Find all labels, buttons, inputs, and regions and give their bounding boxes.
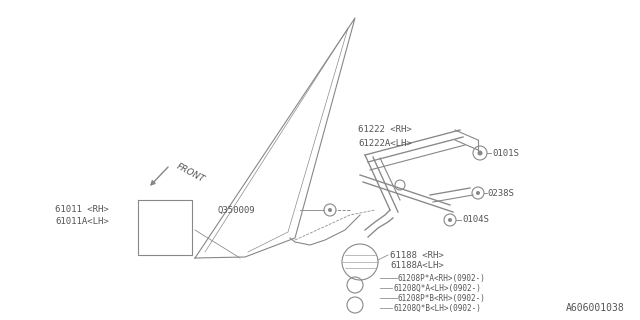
Circle shape xyxy=(328,208,332,212)
Text: 0104S: 0104S xyxy=(462,215,489,225)
Text: 61188 <RH>: 61188 <RH> xyxy=(390,251,444,260)
Text: 61208P*B<RH>(0902-): 61208P*B<RH>(0902-) xyxy=(398,293,486,302)
Text: 61188A<LH>: 61188A<LH> xyxy=(390,261,444,270)
Text: 61208Q*A<LH>(0902-): 61208Q*A<LH>(0902-) xyxy=(393,284,481,292)
Text: Q350009: Q350009 xyxy=(218,205,255,214)
Text: A606001038: A606001038 xyxy=(566,303,625,313)
Text: 61208Q*B<LH>(0902-): 61208Q*B<LH>(0902-) xyxy=(393,303,481,313)
Text: 0238S: 0238S xyxy=(487,188,514,197)
Circle shape xyxy=(477,150,483,156)
Text: 61222 <RH>: 61222 <RH> xyxy=(358,125,412,134)
Text: 61208P*A<RH>(0902-): 61208P*A<RH>(0902-) xyxy=(398,274,486,283)
Text: 61011 <RH>: 61011 <RH> xyxy=(55,205,109,214)
Text: 0101S: 0101S xyxy=(492,148,519,157)
Text: FRONT: FRONT xyxy=(175,162,206,184)
Circle shape xyxy=(476,191,480,195)
Text: 61222A<LH>: 61222A<LH> xyxy=(358,139,412,148)
Circle shape xyxy=(448,218,452,222)
Text: 61011A<LH>: 61011A<LH> xyxy=(55,218,109,227)
